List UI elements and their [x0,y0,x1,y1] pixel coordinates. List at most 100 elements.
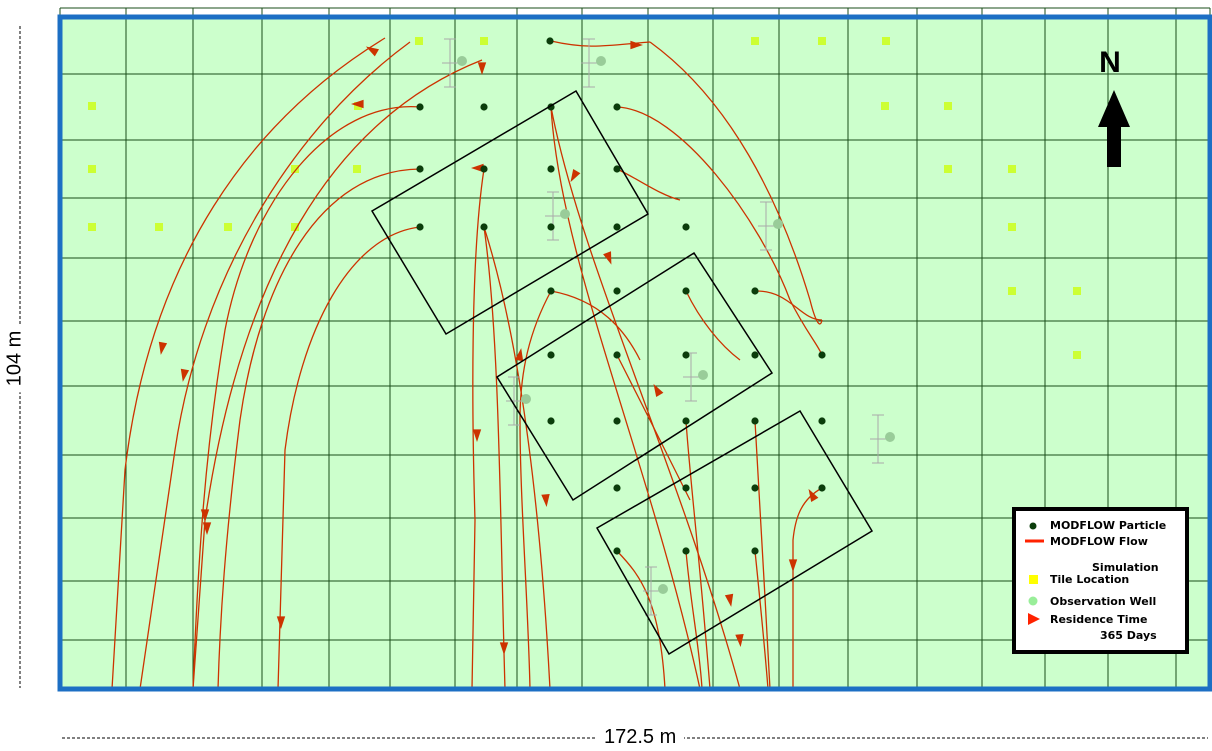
flow-line [754,420,771,690]
residence-arrow [570,169,581,183]
observation-well [773,219,783,229]
flow-line [616,550,666,690]
residence-arrow [735,634,744,647]
tile-marker [1008,165,1016,173]
height-label: 104 m [3,324,27,393]
residence-arrow [603,251,612,265]
tile-marker [88,223,96,231]
flow-line [192,106,421,690]
particle [480,165,488,173]
particle [613,103,621,111]
residence-arrow [158,341,168,355]
residence-arrow [202,522,212,535]
residence-arrow [788,559,798,572]
tile-marker [291,165,299,173]
flow-line [685,290,741,361]
residence-arrows [158,40,819,655]
observation-well [521,394,531,404]
particle [751,287,759,295]
observation-well [658,584,668,594]
observation-well [596,56,606,66]
particle [613,287,621,295]
residence-arrow [180,368,190,382]
particle [546,37,554,45]
tile-marker [1073,351,1081,359]
north-label: N [1099,46,1121,79]
tile-marker [415,37,423,45]
tile-marker [751,37,759,45]
flow-line [754,290,823,321]
residence-arrow [477,62,487,75]
residence-arrow-icon [1028,613,1040,625]
residence-arrow [200,509,210,522]
flow-line [792,487,823,689]
particle [416,165,424,173]
legend: MODFLOW Particle MODFLOW Flow Simulation… [1012,507,1189,654]
particle [416,223,424,231]
map-frame [57,14,1212,692]
particle [751,547,759,555]
tile-marker [944,165,952,173]
tile-marker [480,37,488,45]
flow-line [483,226,551,690]
tile-marker [944,102,952,110]
residence-arrow [351,99,364,109]
flow-line [483,226,506,690]
tile-marker [1008,287,1016,295]
particle [682,287,690,295]
particle [613,351,621,359]
particle [547,287,555,295]
particle [751,351,759,359]
particle [547,417,555,425]
width-label: 172.5 m [596,726,685,749]
tile-icon [1029,575,1038,584]
residence-arrow [630,40,643,50]
flow-line [550,290,641,361]
particle-icon [1029,522,1037,530]
tile-marker [1008,223,1016,231]
tile-marker [224,223,232,231]
particle [818,417,826,425]
tile-marker [353,165,361,173]
particle [682,484,690,492]
flow-line [649,41,823,325]
observation-well [457,56,467,66]
flow-line [111,37,386,690]
flow-line [616,106,823,356]
particle [480,103,488,111]
particle [416,103,424,111]
particle [682,351,690,359]
flow-line [139,41,411,690]
well-icon [1028,596,1038,606]
residence-arrow [471,163,484,173]
flow-line [685,420,711,690]
particle [751,417,759,425]
tile-marker [155,223,163,231]
flow-line [754,550,769,690]
particle [818,351,826,359]
residence-arrow [472,429,482,442]
tile-marker [1073,287,1081,295]
residence-arrow [514,348,524,362]
flow-line [550,106,701,690]
particle [613,547,621,555]
particle [613,165,621,173]
observation-wells [442,38,895,616]
tile-marker [291,223,299,231]
residence-arrow [276,616,286,629]
residence-arrow [808,488,819,502]
residence-arrow [499,642,509,655]
particle [613,484,621,492]
particle [751,484,759,492]
particle [613,417,621,425]
legend-flow-line2: Simulation [1092,561,1159,574]
particle [682,417,690,425]
treatment-zones [370,89,874,656]
legend-residence-line2: 365 Days [1100,629,1157,642]
particle [818,484,826,492]
treatment-zone [595,409,874,656]
north-arrow-icon [1098,90,1130,167]
particle [547,165,555,173]
flow-line [550,106,741,690]
